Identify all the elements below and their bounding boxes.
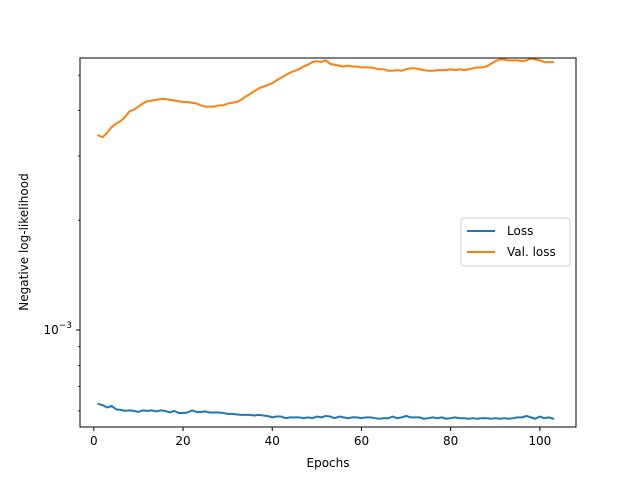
- y-tick-label: 10−3: [43, 321, 72, 337]
- x-tick-label: 80: [443, 434, 458, 448]
- series-line-0: [97, 402, 555, 420]
- x-tick-label: 20: [175, 434, 190, 448]
- x-axis-ticks: 0 20 40 60 80 100: [90, 427, 551, 448]
- legend: Loss Val. loss: [460, 217, 571, 267]
- plot-lines: [97, 57, 555, 420]
- x-tick-label: 60: [354, 434, 369, 448]
- x-tick-label: 100: [528, 434, 551, 448]
- plot-frame: [79, 57, 577, 428]
- y-axis-ticks: 10−3: [43, 74, 80, 412]
- x-tick-label: 40: [265, 434, 280, 448]
- legend-label-val-loss: Val. loss: [507, 245, 556, 259]
- y-axis-label: Negative log-likelihood: [17, 173, 31, 310]
- legend-label-loss: Loss: [507, 224, 533, 238]
- series-line-1: [97, 57, 555, 139]
- x-axis-label: Epochs: [307, 456, 350, 470]
- x-tick-label: 0: [90, 434, 98, 448]
